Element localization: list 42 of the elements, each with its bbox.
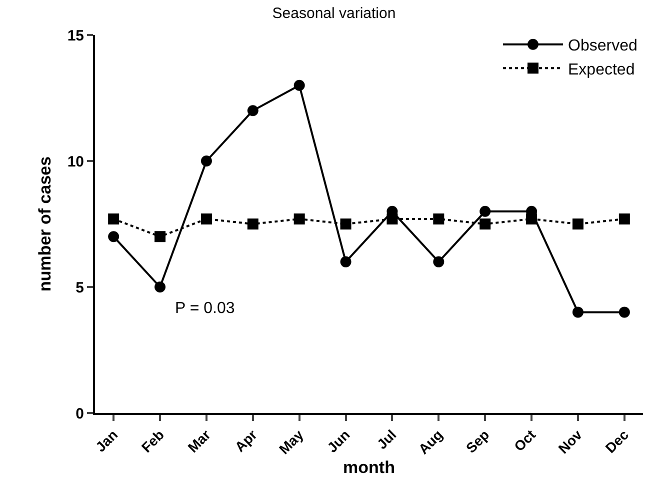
y-tick-label: 15 [67,27,84,44]
chart-title: Seasonal variation [272,4,396,22]
point [247,105,258,116]
point [294,80,305,91]
point [154,231,166,242]
y-tick-label: 10 [67,153,84,170]
point [340,218,352,230]
x-tick-label: Dec [602,426,632,456]
point [618,306,630,318]
annotation: P = 0.03 [175,300,235,317]
legend-label: Observed [568,38,638,55]
x-tick-label: Mar [184,426,214,456]
point [294,213,305,224]
x-tick-label: Apr [232,426,260,455]
point [480,206,491,217]
point [572,218,584,230]
point [618,213,630,224]
point [572,306,584,318]
point [386,213,398,224]
y-tick-label: 5 [76,279,84,296]
x-tick-label: Nov [555,426,586,457]
point [433,256,444,268]
point [247,218,258,230]
point [108,213,120,224]
legend-label: Expected [568,61,635,78]
point [526,213,538,224]
x-tick-label: Sep [462,426,492,456]
point [200,213,212,224]
x-axis-title: month [343,458,395,478]
y-tick-label: 0 [76,405,84,422]
point [154,282,166,292]
x-tick-label: Jun [324,426,353,456]
y-axis-title: number of cases [35,156,54,292]
point [340,256,352,268]
point [480,218,491,230]
x-tick-label: Jul [374,426,400,452]
point [433,213,444,224]
point [200,156,212,166]
x-tick-label: Feb [138,426,168,456]
x-tick-label: Jan [92,426,121,455]
point [108,231,120,242]
x-tick-label: Oct [510,426,539,454]
